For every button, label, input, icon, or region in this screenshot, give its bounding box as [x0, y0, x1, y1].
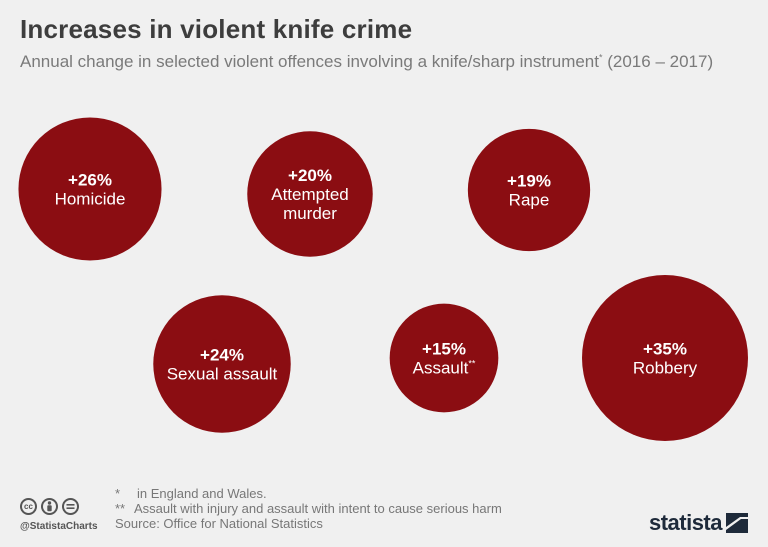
- chart-title: Increases in violent knife crime: [20, 14, 413, 44]
- bubble-value: +20%: [288, 166, 332, 185]
- bubble-assault: +15%Assault**: [389, 303, 499, 413]
- person-icon: [47, 501, 52, 512]
- bubble-value: +26%: [68, 171, 112, 190]
- bubble-robbery: +35%Robbery: [582, 275, 748, 441]
- footnote-2-mark: **: [115, 501, 126, 516]
- subtitle-footnote-mark: *: [599, 52, 603, 63]
- bubble-circle: [582, 275, 748, 441]
- creative-commons-icon: cc: [20, 498, 37, 515]
- attribution-icon: [41, 498, 58, 515]
- bubble-label: Sexual assault: [167, 365, 278, 384]
- bubble-circle: [153, 295, 291, 433]
- footnotes: * in England and Wales. ** Assault with in…: [115, 486, 502, 531]
- bubble-label: Robbery: [633, 359, 698, 378]
- bubble-homicide: +26%Homicide: [18, 117, 162, 261]
- footnote-1: * in England and Wales.: [115, 486, 502, 501]
- bubble-label: Rape: [509, 191, 550, 210]
- bubble-rape: +19%Rape: [467, 128, 591, 252]
- bubble-circle: [389, 303, 499, 413]
- footnote-1-mark: *: [115, 486, 121, 501]
- bubble-value: +24%: [200, 346, 244, 365]
- bubble-circle: [247, 131, 373, 257]
- bubble-label: Homicide: [55, 190, 126, 209]
- footnote-2: ** Assault with injury and assault with i…: [115, 501, 502, 516]
- subtitle-period: (2016 – 2017): [602, 52, 714, 71]
- no-derivatives-icon: [62, 498, 79, 515]
- license-icons: cc: [20, 498, 79, 515]
- chart-subtitle: Annual change in selected violent offenc…: [20, 52, 760, 72]
- bubble-label-mark: **: [468, 359, 476, 369]
- bubble-label: murder: [283, 204, 337, 223]
- statista-mark-icon: [726, 513, 748, 533]
- bubble-sexual-assault: +24%Sexual assault: [153, 295, 291, 433]
- bubble-label: Attempted: [271, 185, 349, 204]
- footnote-1-text: in England and Wales.: [137, 486, 267, 501]
- bubble-value: +15%: [422, 340, 466, 359]
- bubble-label: Assault**: [413, 359, 476, 378]
- bubble-circle: [467, 128, 591, 252]
- subtitle-text: Annual change in selected violent offenc…: [20, 52, 599, 71]
- statista-logo[interactable]: statista: [649, 510, 748, 536]
- social-handle: @StatistaCharts: [20, 521, 98, 532]
- logo-text: statista: [648, 510, 723, 535]
- footnote-2-text: Assault with injury and assault with int…: [134, 501, 502, 516]
- equals-icon: [66, 504, 75, 509]
- source-note: Source: Office for National Statistics: [115, 516, 323, 531]
- bubble-value: +19%: [507, 172, 551, 191]
- bubble-value: +35%: [643, 340, 687, 359]
- bubble-circle: [18, 117, 162, 261]
